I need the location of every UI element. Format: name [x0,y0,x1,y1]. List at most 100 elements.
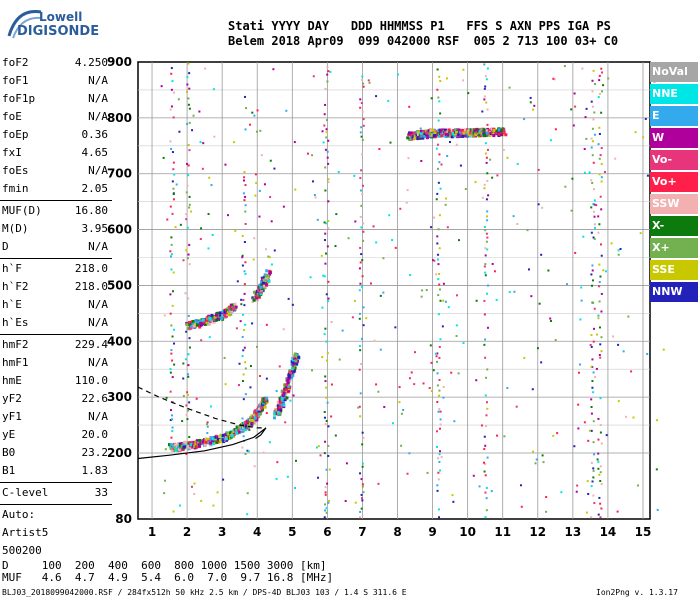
echo-point [188,243,191,246]
echo-point [531,388,534,391]
echo-point [590,146,593,149]
echo-point [178,504,181,507]
trace-point [253,416,257,420]
echo-point [481,196,484,199]
trace-point [258,404,262,408]
trace-point [472,129,476,133]
echo-point [438,345,441,348]
trace-point [278,405,282,409]
param-name: M(D) [2,222,29,235]
param-name: foF2 [2,56,29,69]
param-name: B0 [2,446,16,459]
trace-point [183,445,187,449]
param-row: h`E N/A [0,296,112,314]
echo-point [523,356,526,359]
echo-point [222,478,225,481]
trace-point [472,131,476,135]
trace-point [209,441,213,445]
echo-point [538,302,541,305]
echo-point [587,492,590,495]
echo-point [265,323,268,326]
echo-point [361,275,364,278]
echo-point [241,417,244,420]
echo-point [462,342,465,345]
param-name: hmE [2,374,22,387]
echo-point [325,468,328,471]
param-row: h`F2 218.0 [0,278,112,296]
echo-point [188,346,191,349]
echo-point [324,440,327,443]
trace-point [263,286,267,290]
echo-point [484,474,487,477]
echo-point [442,385,445,388]
echo-point [588,171,591,174]
trace-point [451,132,455,136]
trace-point [280,396,284,400]
echo-point [326,80,329,83]
echo-point [268,441,271,444]
trace-point [433,131,437,135]
trace-point [440,134,444,138]
echo-point [312,180,315,183]
echo-point [486,236,489,239]
echo-point [413,383,416,386]
echo-point [438,394,441,397]
echo-point [526,229,529,232]
echo-point [188,87,191,90]
echo-point [590,398,593,401]
echo-point [211,234,214,237]
trace-point [428,134,432,138]
echo-point [253,114,256,117]
electron-density-profile [137,427,267,460]
echo-point [171,212,174,215]
param-row: D N/A [0,238,112,256]
echo-point [432,369,435,372]
trace-point [216,311,220,315]
echo-point [362,222,365,225]
trace-point [285,387,289,391]
echo-point [316,218,319,221]
echo-point [258,215,261,218]
echo-point [172,187,175,190]
echo-point [243,283,246,286]
echo-point [171,180,174,183]
echo-point [439,80,442,83]
echo-point [193,482,196,485]
echo-point [187,297,190,300]
echo-point [594,82,597,85]
echo-point [585,107,588,110]
echo-point [592,467,595,470]
echo-point [439,187,442,190]
echo-point [187,253,190,256]
echo-point [604,270,607,273]
trace-point [250,418,254,422]
echo-point [474,181,477,184]
echo-point [327,139,330,142]
echo-point [361,483,364,486]
echo-point [486,172,489,175]
echo-point [486,108,489,111]
echo-point [408,377,411,380]
echo-point [249,123,252,126]
echo-point [599,154,602,157]
echo-point [320,254,323,257]
trace-point [498,132,502,136]
echo-point [455,335,458,338]
echo-point [323,113,326,116]
echo-point [484,271,487,274]
echo-point [593,502,596,505]
echo-point [361,485,364,488]
echo-point [188,263,191,266]
trace-point [191,320,195,324]
echo-point [254,194,257,197]
echo-point [206,423,209,426]
param-name: hmF1 [2,356,29,369]
echo-point [437,119,440,122]
echo-point [330,320,333,323]
echo-point [275,390,278,393]
echo-point [170,105,173,108]
echo-point [453,420,456,423]
echo-point [591,269,594,272]
echo-point [549,317,552,320]
echo-point [485,215,488,218]
